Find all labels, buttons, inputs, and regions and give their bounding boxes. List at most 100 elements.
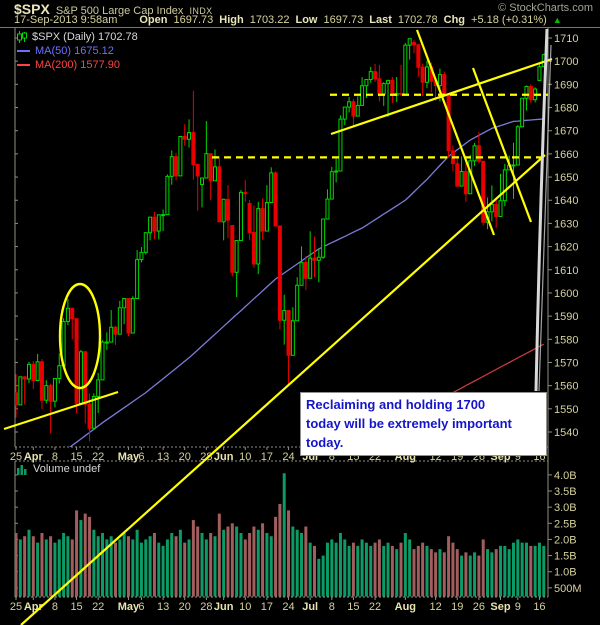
svg-text:1.5B: 1.5B: [554, 551, 577, 563]
svg-text:9: 9: [515, 601, 521, 613]
svg-text:1670: 1670: [554, 126, 578, 138]
high-label: High: [219, 14, 244, 26]
svg-text:3.5B: 3.5B: [554, 486, 577, 498]
svg-text:500M: 500M: [554, 583, 582, 595]
svg-text:19: 19: [451, 601, 463, 613]
svg-text:1540: 1540: [554, 427, 578, 439]
open-value: 1697.73: [173, 14, 214, 26]
legend-ma50-label: MA(50) 1675.12: [35, 45, 114, 57]
candlestick-icon: [17, 31, 27, 43]
quote-row: 17-Sep-2013 9:58am Open 1697.73 High 170…: [14, 14, 562, 26]
ma50-line-icon: [17, 50, 30, 52]
svg-text:Jun: Jun: [214, 451, 234, 463]
exchange-label: INDX: [189, 6, 213, 16]
svg-text:4.0B: 4.0B: [554, 470, 577, 482]
note-line: today will be extremely important: [306, 416, 512, 431]
price-axis: 1710 1700 1690 1680 1670 1660 1650 1640 1630 1620…: [15, 33, 578, 439]
svg-text:20: 20: [179, 451, 191, 463]
volume-axis: 4.0B 3.5B 3.0B 2.5B 2.0B 1.5B 1.0B 500M: [15, 470, 582, 595]
title-row: $SPX S&P 500 Large Cap Index INDX: [14, 1, 213, 17]
svg-text:2.0B: 2.0B: [554, 534, 577, 546]
svg-text:8: 8: [52, 451, 58, 463]
svg-text:1.0B: 1.0B: [554, 567, 577, 579]
svg-text:9: 9: [515, 451, 521, 463]
low-value: 1697.73: [323, 14, 364, 26]
svg-text:8: 8: [329, 451, 335, 463]
svg-text:22: 22: [92, 451, 104, 463]
ma200-line-icon: [17, 64, 30, 66]
svg-text:20: 20: [179, 601, 191, 613]
svg-text:22: 22: [369, 601, 381, 613]
volume-legend: Volume undef: [17, 463, 100, 475]
svg-text:13: 13: [157, 601, 169, 613]
svg-text:1690: 1690: [554, 79, 578, 91]
svg-text:1710: 1710: [554, 33, 578, 45]
chg-value: +5.18 (+0.31%): [471, 14, 547, 26]
svg-text:May: May: [118, 451, 140, 463]
long-uptrend-line: [20, 154, 546, 625]
date-time: 17-Sep-2013 9:58am: [14, 14, 118, 26]
volume-bars-icon: [17, 464, 27, 475]
candlestick-series: [15, 38, 546, 442]
symbol-name: S&P 500 Large Cap Index: [55, 5, 184, 17]
svg-text:10: 10: [239, 601, 251, 613]
legend-main-label: $SPX (Daily) 1702.78: [32, 31, 138, 43]
ellipse-annotation: [58, 282, 102, 390]
svg-text:1630: 1630: [554, 218, 578, 230]
svg-text:25: 25: [10, 601, 22, 613]
svg-text:26: 26: [473, 601, 485, 613]
svg-text:Jun: Jun: [214, 601, 234, 613]
svg-text:1550: 1550: [554, 404, 578, 416]
svg-text:15: 15: [70, 451, 82, 463]
last-value: 1702.78: [397, 14, 438, 26]
svg-text:1600: 1600: [554, 288, 578, 300]
up-arrow-icon: ▲: [552, 15, 562, 25]
svg-text:1700: 1700: [554, 56, 578, 68]
short-support-line: [3, 390, 119, 431]
svg-text:24: 24: [282, 601, 294, 613]
svg-text:1570: 1570: [554, 357, 578, 369]
symbol: $SPX: [14, 1, 50, 17]
volume-series: [15, 473, 546, 597]
date-axis: 2525AprApr8815152222MayMay66131320202828…: [10, 447, 546, 613]
svg-text:May: May: [118, 601, 140, 613]
svg-text:1650: 1650: [554, 172, 578, 184]
down-channel-right-line: [471, 67, 533, 223]
svg-text:16: 16: [533, 601, 545, 613]
svg-text:24: 24: [282, 451, 294, 463]
svg-text:1640: 1640: [554, 195, 578, 207]
chg-label: Chg: [443, 14, 466, 26]
svg-text:Sep: Sep: [490, 601, 510, 613]
gray-vertical-curve: [538, 44, 552, 392]
open-label: Open: [139, 14, 168, 26]
drawn-annotations: [3, 28, 553, 625]
svg-text:22: 22: [92, 601, 104, 613]
legend-ma200-label: MA(200) 1577.90: [35, 59, 120, 71]
svg-text:28: 28: [200, 451, 212, 463]
svg-text:25: 25: [10, 451, 22, 463]
svg-text:1660: 1660: [554, 149, 578, 161]
svg-text:Apr: Apr: [24, 451, 44, 463]
svg-text:1620: 1620: [554, 242, 578, 254]
legend-ma200-row: MA(200) 1577.90: [17, 58, 138, 72]
svg-text:17: 17: [261, 451, 273, 463]
chart-header: $SPX S&P 500 Large Cap Index INDX © Stoc…: [0, 0, 600, 28]
svg-text:12: 12: [429, 601, 441, 613]
svg-text:10: 10: [239, 451, 251, 463]
svg-text:1560: 1560: [554, 381, 578, 393]
volume-legend-label: Volume undef: [33, 463, 101, 475]
svg-text:3.0B: 3.0B: [554, 502, 577, 514]
gray-vertical-curve: [534, 28, 549, 392]
svg-text:1680: 1680: [554, 103, 578, 115]
svg-text:8: 8: [329, 601, 335, 613]
svg-text:8: 8: [52, 601, 58, 613]
svg-text:Aug: Aug: [395, 601, 416, 613]
low-label: Low: [295, 14, 318, 26]
down-channel-left-line: [415, 29, 496, 236]
svg-text:6: 6: [138, 601, 144, 613]
last-label: Last: [369, 14, 392, 26]
svg-text:6: 6: [138, 451, 144, 463]
annotation-note-box: Reclaiming and holding 1700 today will b…: [300, 392, 547, 456]
